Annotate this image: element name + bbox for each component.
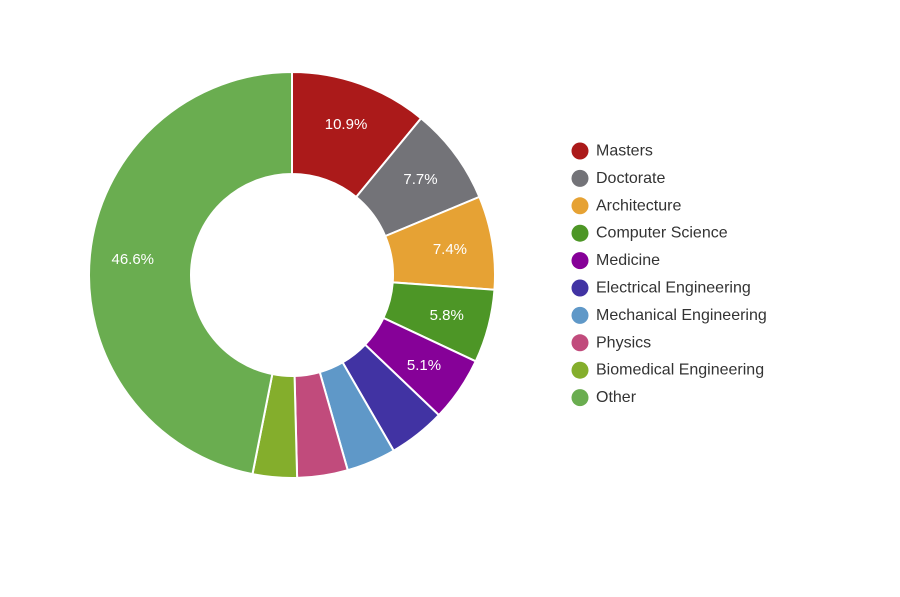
slices-layer bbox=[88, 70, 496, 479]
slice-other bbox=[88, 70, 293, 476]
slice-label-doctorate: 7.7% bbox=[403, 171, 437, 188]
slice-labels-layer: 10.9% 7.7% 7.4% 5.8% 5.1% 46.6% bbox=[111, 116, 467, 374]
legend-swatch-masters bbox=[571, 142, 589, 160]
legend-swatch-biomedical-engineering bbox=[571, 361, 589, 379]
slice-label-medicine: 5.1% bbox=[407, 357, 441, 374]
legend-item-other: Other bbox=[571, 389, 637, 407]
legend-swatch-computer-science bbox=[571, 224, 589, 242]
legend-label-other: Other bbox=[596, 389, 637, 406]
legend-label-medicine: Medicine bbox=[596, 252, 660, 269]
slice-label-computer-science: 5.8% bbox=[430, 307, 464, 324]
legend-item-masters: Masters bbox=[571, 142, 653, 160]
legend: Masters Doctorate Architecture Computer Sci… bbox=[571, 142, 767, 407]
legend-label-electrical-engineering: Electrical Engineering bbox=[596, 280, 751, 297]
legend-label-masters: Masters bbox=[596, 143, 653, 160]
legend-swatch-electrical-engineering bbox=[571, 279, 589, 297]
legend-label-physics: Physics bbox=[596, 334, 651, 351]
legend-item-doctorate: Doctorate bbox=[571, 169, 665, 187]
legend-label-computer-science: Computer Science bbox=[596, 225, 728, 242]
legend-item-architecture: Architecture bbox=[571, 197, 681, 215]
legend-item-electrical-engineering: Electrical Engineering bbox=[571, 279, 751, 297]
legend-swatch-architecture bbox=[571, 197, 589, 215]
slice-label-architecture: 7.4% bbox=[433, 241, 467, 258]
legend-label-doctorate: Doctorate bbox=[596, 170, 665, 187]
legend-item-medicine: Medicine bbox=[571, 252, 660, 270]
legend-label-architecture: Architecture bbox=[596, 197, 681, 214]
legend-swatch-doctorate bbox=[571, 169, 589, 187]
legend-item-biomedical-engineering: Biomedical Engineering bbox=[571, 361, 764, 379]
legend-label-biomedical-engineering: Biomedical Engineering bbox=[596, 362, 764, 379]
slice-label-other: 46.6% bbox=[111, 251, 154, 268]
legend-swatch-physics bbox=[571, 334, 589, 352]
legend-item-physics: Physics bbox=[571, 334, 651, 352]
legend-item-mechanical-engineering: Mechanical Engineering bbox=[571, 306, 767, 324]
legend-label-mechanical-engineering: Mechanical Engineering bbox=[596, 307, 767, 324]
legend-swatch-mechanical-engineering bbox=[571, 306, 589, 324]
slice-label-masters: 10.9% bbox=[325, 116, 368, 133]
legend-item-computer-science: Computer Science bbox=[571, 224, 728, 242]
legend-swatch-medicine bbox=[571, 252, 589, 270]
legend-swatch-other bbox=[571, 389, 589, 407]
